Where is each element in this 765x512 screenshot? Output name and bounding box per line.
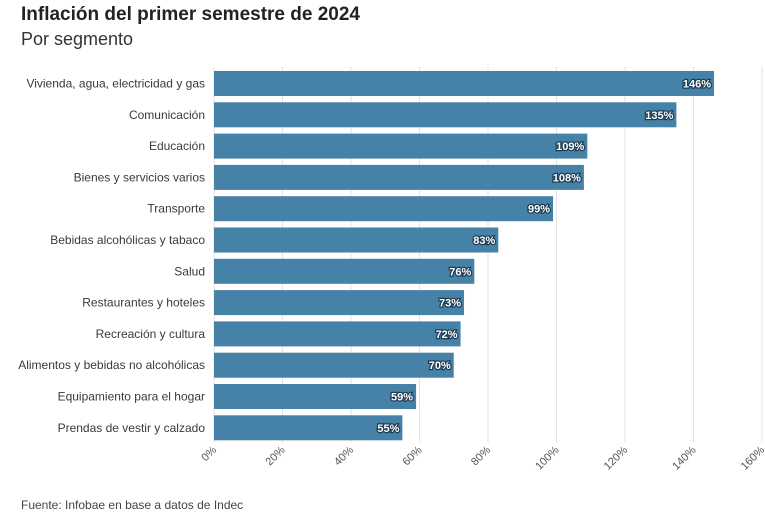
bar bbox=[214, 164, 584, 190]
bar bbox=[214, 102, 677, 128]
value-label: 72% bbox=[436, 329, 458, 341]
value-label: 76% bbox=[449, 266, 471, 278]
value-label: 83% bbox=[473, 235, 495, 247]
category-label: Equipamiento para el hogar bbox=[58, 390, 205, 404]
bar bbox=[214, 352, 454, 378]
value-label: 135% bbox=[645, 110, 673, 122]
x-tick-label: 0% bbox=[199, 444, 219, 464]
category-label: Bebidas alcohólicas y tabaco bbox=[50, 233, 205, 247]
category-label: Restaurantes y hoteles bbox=[82, 296, 205, 310]
category-label: Transporte bbox=[147, 202, 205, 216]
x-tick-label: 160% bbox=[739, 444, 765, 473]
bar bbox=[214, 227, 499, 253]
bar bbox=[214, 384, 417, 409]
value-label: 59% bbox=[391, 392, 413, 404]
bar bbox=[214, 71, 715, 96]
category-label: Alimentos y bebidas no alcohólicas bbox=[18, 358, 205, 372]
category-label: Bienes y servicios varios bbox=[74, 170, 205, 184]
bar bbox=[214, 196, 554, 222]
value-label: 99% bbox=[528, 204, 550, 216]
x-tick-label: 80% bbox=[469, 444, 493, 468]
category-label: Vivienda, agua, electricidad y gas bbox=[26, 77, 205, 91]
category-label: Prendas de vestir y calzado bbox=[58, 421, 206, 435]
value-label: 108% bbox=[553, 172, 581, 184]
category-label: Educación bbox=[149, 139, 205, 153]
bar bbox=[214, 321, 461, 347]
bar bbox=[214, 290, 465, 316]
x-tick-label: 120% bbox=[602, 444, 631, 473]
source-note: Fuente: Infobae en base a datos de Indec bbox=[21, 498, 244, 512]
value-label: 70% bbox=[429, 360, 451, 372]
bar bbox=[214, 133, 588, 159]
value-label: 146% bbox=[683, 79, 711, 91]
bar bbox=[214, 415, 403, 441]
x-tick-label: 20% bbox=[264, 444, 288, 468]
x-tick-label: 60% bbox=[401, 444, 425, 468]
bar bbox=[214, 258, 475, 284]
value-label: 55% bbox=[377, 423, 399, 435]
x-tick-label: 40% bbox=[332, 444, 356, 468]
x-tick-label: 100% bbox=[533, 444, 562, 473]
value-label: 73% bbox=[439, 298, 461, 310]
x-tick-label: 140% bbox=[670, 444, 699, 473]
value-label: 109% bbox=[556, 141, 584, 153]
chart-title: Inflación del primer semestre de 2024 bbox=[21, 4, 360, 25]
category-label: Comunicación bbox=[129, 108, 205, 122]
chart-subtitle: Por segmento bbox=[21, 29, 134, 49]
category-label: Recreación y cultura bbox=[96, 327, 206, 341]
category-label: Salud bbox=[174, 264, 205, 278]
